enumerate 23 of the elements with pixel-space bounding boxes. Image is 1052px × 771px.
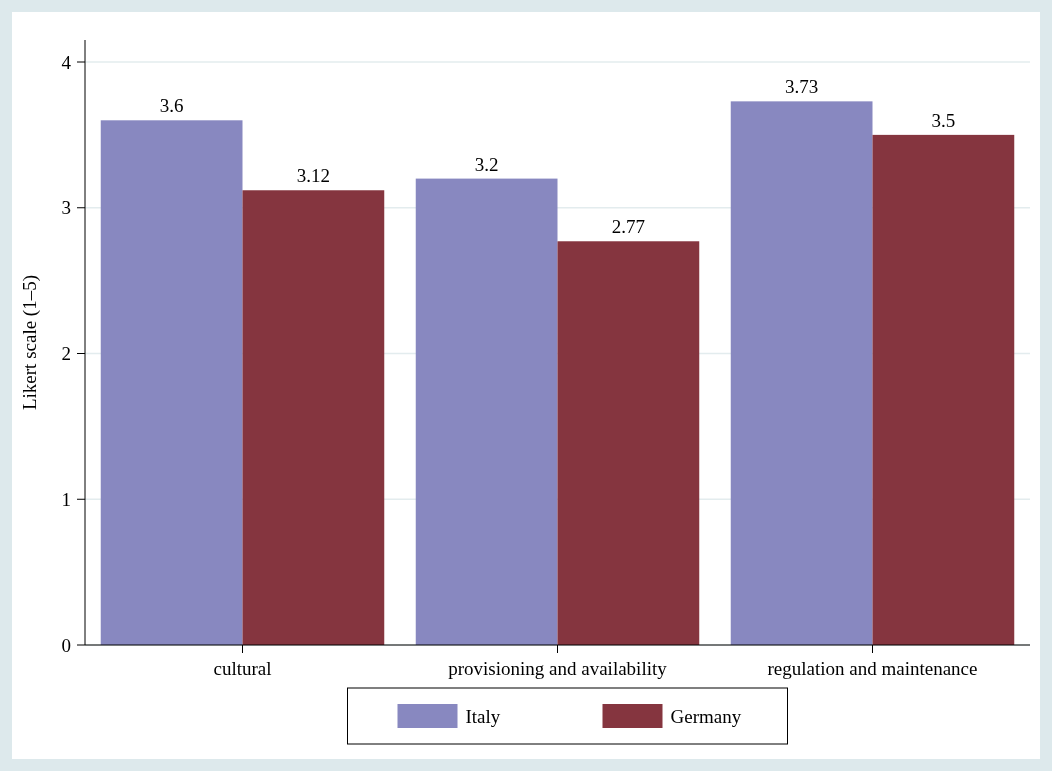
bar	[242, 190, 385, 645]
bar	[730, 101, 873, 645]
x-tick-label: cultural	[213, 658, 272, 679]
y-tick-label: 3	[61, 197, 71, 219]
data-label: 2.77	[611, 216, 645, 238]
bar	[415, 178, 558, 645]
data-label: 3.12	[296, 165, 330, 187]
legend-label: Italy	[465, 705, 501, 727]
bar	[872, 134, 1015, 645]
bar	[557, 241, 700, 645]
legend-label: Germany	[670, 705, 742, 727]
y-axis-title: Likert scale (1–5)	[19, 274, 41, 411]
y-tick-label: 1	[61, 488, 71, 510]
x-tick-label: provisioning and availability	[448, 658, 668, 679]
y-tick-label: 2	[61, 343, 71, 365]
bar	[100, 120, 243, 645]
y-tick-label: 0	[61, 634, 71, 656]
y-tick-label: 4	[61, 51, 72, 73]
data-label: 3.6	[159, 95, 184, 117]
x-tick-label: regulation and maintenance	[767, 658, 978, 679]
data-label: 3.2	[474, 153, 499, 175]
data-label: 3.73	[785, 76, 819, 98]
data-label: 3.5	[931, 109, 956, 131]
